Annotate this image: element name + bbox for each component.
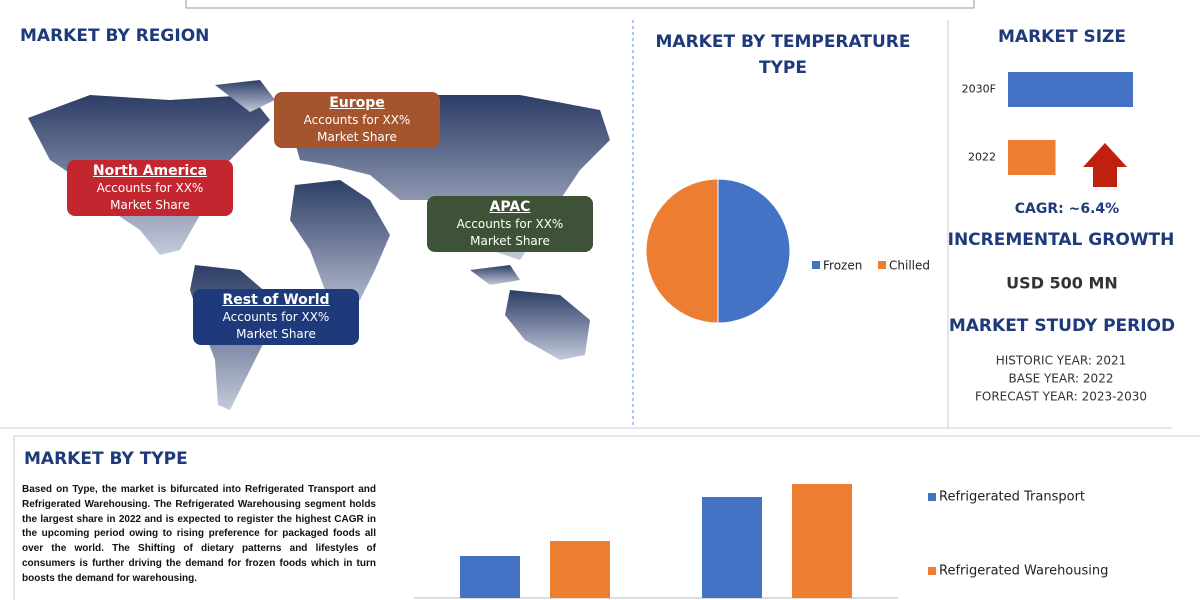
pie-slice <box>645 178 719 324</box>
cagr: CAGR: ~6.4% <box>1015 201 1119 217</box>
legend-label: Frozen <box>823 259 862 273</box>
region-name: Europe <box>329 95 385 111</box>
study-period: BASE YEAR: 2022 <box>1009 372 1114 386</box>
legend-label: Chilled <box>889 259 930 273</box>
y-tick-label: 2022 <box>968 151 996 164</box>
region-box: North America Accounts for XX% Market Sha… <box>67 160 233 216</box>
legend-swatch <box>812 261 820 269</box>
growth-arrow <box>1083 143 1127 187</box>
legend-label: Refrigerated Transport <box>939 490 1085 505</box>
bar <box>1008 72 1133 107</box>
region-name: North America <box>92 163 208 179</box>
section-title: MARKET BY REGION <box>20 26 209 46</box>
description: Based on Type, the market is bifurcated … <box>22 484 376 584</box>
legend-swatch <box>878 261 886 269</box>
region-box: APAC Accounts for XX% Market Share <box>427 196 593 252</box>
bar <box>550 541 610 598</box>
bar <box>1008 140 1056 175</box>
region-name: APAC <box>489 199 531 215</box>
legend-swatch <box>928 493 936 501</box>
region-text: Accounts for XX% Market Share <box>456 217 564 248</box>
section-title: MARKET SIZE <box>998 27 1126 47</box>
region-text: Accounts for XX% Market Share <box>96 181 204 212</box>
incremental-growth: USD 500 MN <box>1006 274 1118 293</box>
legend-swatch <box>928 567 936 575</box>
bar <box>792 484 852 598</box>
section-title: MARKET STUDY PERIOD <box>949 316 1175 336</box>
bar <box>702 497 762 598</box>
legend-label: Refrigerated Warehousing <box>939 564 1108 579</box>
region-text: Accounts for XX% Market Share <box>303 113 411 144</box>
region-name: Rest of World <box>222 292 330 308</box>
study-period: FORECAST YEAR: 2023-2030 <box>975 390 1147 404</box>
section-title: MARKET BY TEMPERATURE TYPE <box>656 32 911 78</box>
bar <box>460 556 520 598</box>
y-tick-label: 2030F <box>962 83 996 96</box>
study-period: HISTORIC YEAR: 2021 <box>996 354 1127 368</box>
section-frame <box>13 435 1200 600</box>
region-text: Accounts for XX% Market Share <box>222 310 330 341</box>
top-box <box>185 0 975 9</box>
region-box: Europe Accounts for XX% Market Share <box>274 92 440 148</box>
section-title: INCREMENTAL GROWTH <box>948 230 1175 250</box>
section-title: MARKET BY TYPE <box>24 449 188 469</box>
pie-slice <box>717 178 791 324</box>
region-box: Rest of World Accounts for XX% Market Sha… <box>193 289 359 345</box>
